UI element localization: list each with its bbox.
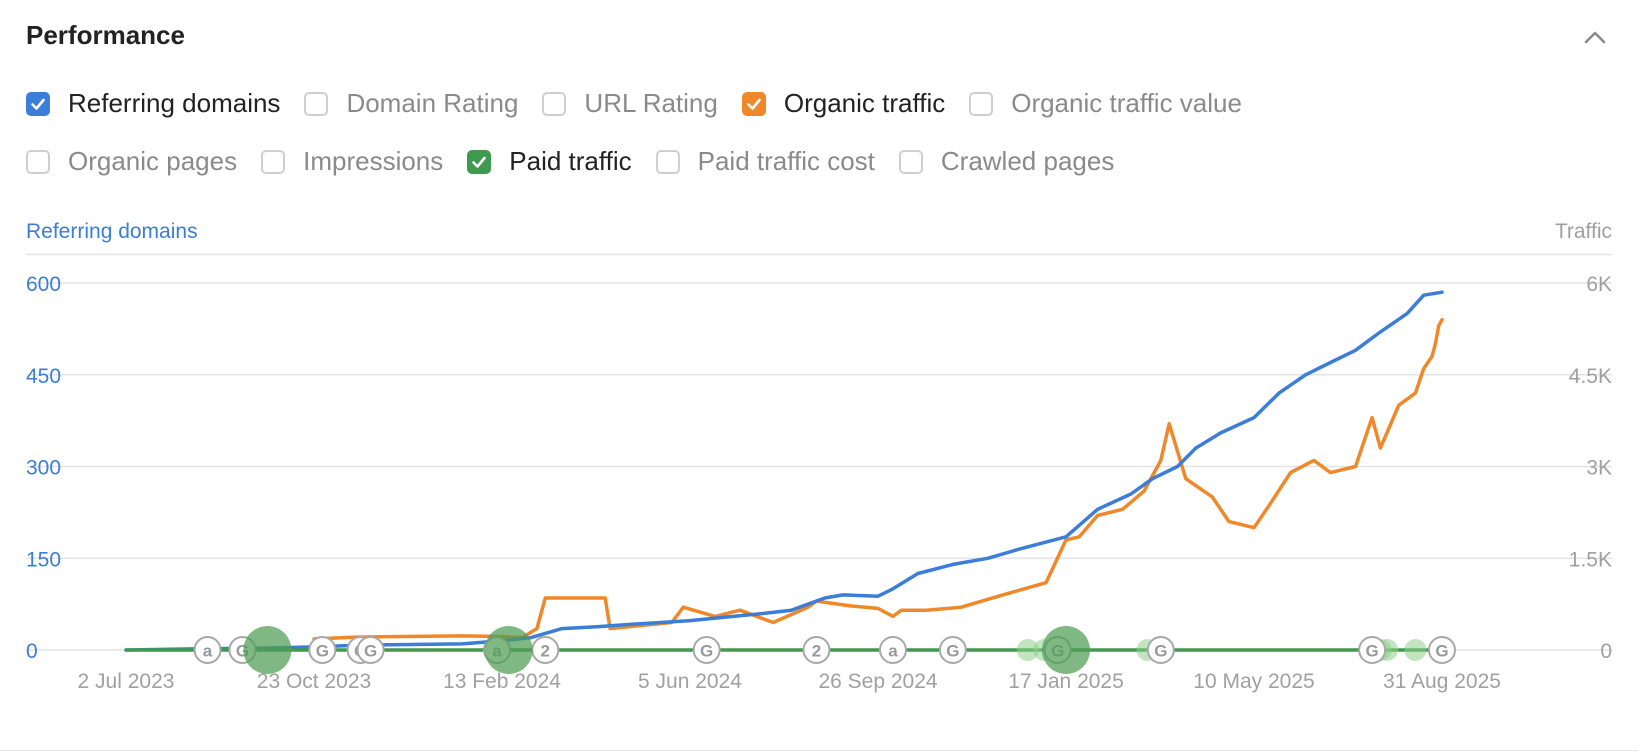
metric-option-label: Organic pages <box>68 146 238 176</box>
metric-option-paid-traffic-cost[interactable]: Paid traffic cost <box>655 146 875 177</box>
checkbox-unchecked[interactable] <box>261 149 286 174</box>
metric-option-referring-domains[interactable]: Referring domains <box>26 88 280 119</box>
checkbox-checked[interactable] <box>741 91 766 116</box>
annotation-marker-label: G <box>316 642 329 661</box>
left-axis-tick: 600 <box>26 273 61 296</box>
annotation-marker-label: G <box>700 642 713 661</box>
checkbox-unchecked[interactable] <box>304 91 329 116</box>
x-axis-tick: 26 Sep 2024 <box>818 670 937 693</box>
x-axis-tick: 2 Jul 2023 <box>78 670 175 693</box>
checkbox-unchecked[interactable] <box>898 149 923 174</box>
annotation-marker <box>356 636 385 664</box>
x-axis-tick: 5 Jun 2024 <box>638 670 742 693</box>
paid-event-marker-large <box>243 626 292 674</box>
annotation-marker-label: a <box>888 642 898 661</box>
right-axis-tick: 6K <box>1586 273 1612 296</box>
left-axis-tick: 450 <box>26 365 61 388</box>
checkbox-checked[interactable] <box>26 91 50 116</box>
x-axis-tick: 13 Feb 2024 <box>443 670 561 693</box>
annotation-marker <box>1146 636 1175 664</box>
metric-option-crawled-pages[interactable]: Crawled pages <box>898 146 1115 177</box>
metric-option-label: Referring domains <box>68 88 281 118</box>
performance-chart: 600 6K 450 4.5K 300 3K 150 1.5K 0 0 2 Jul 2023 23 O… <box>26 253 1612 693</box>
checkmark-icon <box>747 98 761 110</box>
annotation-marker <box>193 636 222 664</box>
left-axis-tick: 300 <box>26 457 61 480</box>
metric-option-url-rating[interactable]: URL Rating <box>542 88 718 119</box>
annotation-marker <box>1358 636 1387 664</box>
checkbox-checked[interactable] <box>467 149 492 174</box>
metric-option-label: Crawled pages <box>940 146 1115 176</box>
left-axis-tick: 0 <box>26 640 38 663</box>
annotation-marker <box>802 636 831 664</box>
annotation-marker-label: G <box>364 642 377 661</box>
right-axis-tick: 1.5K <box>1569 548 1612 571</box>
right-axis-tick: 0 <box>1600 640 1612 663</box>
x-axis-tick: 31 Aug 2025 <box>1383 670 1501 693</box>
x-axis-tick: 17 Jan 2025 <box>1008 670 1124 693</box>
annotation-marker <box>878 636 907 664</box>
checkbox-unchecked[interactable] <box>542 91 567 116</box>
annotation-marker-label: a <box>203 642 213 661</box>
checkbox-unchecked[interactable] <box>969 91 994 116</box>
metric-option-organic-pages[interactable]: Organic pages <box>26 146 237 177</box>
annotation-marker-label: 2 <box>541 642 550 661</box>
paid-event-marker-large <box>484 626 533 674</box>
chevron-up-icon <box>1584 31 1606 44</box>
metric-option-label: Domain Rating <box>346 88 519 118</box>
bottom-divider <box>0 750 1638 751</box>
left-axis-title: Referring domains <box>26 220 198 243</box>
metric-option-organic-traffic[interactable]: Organic traffic <box>741 88 946 119</box>
metric-option-label: Impressions <box>303 146 444 176</box>
paid-event-marker-large <box>1042 626 1090 674</box>
checkmark-icon <box>472 156 487 168</box>
metric-option-label: Paid traffic <box>509 146 632 176</box>
annotation-marker-label: G <box>946 642 959 661</box>
annotation-marker-label: G <box>1154 642 1167 661</box>
right-axis-tick: 3K <box>1586 457 1612 480</box>
annotation-marker <box>1428 636 1456 664</box>
x-axis-tick: 10 May 2025 <box>1193 670 1314 693</box>
series-line-referring-domains <box>124 290 1444 652</box>
metric-options-row-1: Referring domains Domain Rating URL Rating… <box>26 88 1626 119</box>
checkbox-unchecked[interactable] <box>655 149 680 174</box>
checkmark-icon <box>31 98 45 110</box>
annotation-marker <box>938 636 967 664</box>
series-line-organic-traffic <box>312 317 1444 641</box>
metric-option-label: Paid traffic cost <box>697 146 875 176</box>
metric-option-label: Organic traffic <box>783 88 946 118</box>
metric-option-label: URL Rating <box>584 88 718 118</box>
metric-option-domain-rating[interactable]: Domain Rating <box>304 88 518 119</box>
checkbox-unchecked[interactable] <box>26 149 50 174</box>
x-axis-tick: 23 Oct 2023 <box>257 670 371 693</box>
annotation-marker-label: 2 <box>812 642 821 661</box>
metric-option-paid-traffic[interactable]: Paid traffic <box>467 146 632 177</box>
paid-event-marker <box>1404 639 1427 661</box>
metric-option-impressions[interactable]: Impressions <box>261 146 443 177</box>
annotation-marker <box>308 636 337 664</box>
collapse-button[interactable] <box>1578 22 1612 52</box>
paid-event-marker <box>1016 639 1039 661</box>
right-axis-title: Traffic <box>1554 220 1612 243</box>
annotation-marker-label: G <box>1366 642 1379 661</box>
section-title: Performance <box>26 20 185 50</box>
metric-options-row-2: Organic pages Impressions Paid traffic Paid… <box>26 146 1626 177</box>
annotation-marker-label: G <box>1435 642 1448 661</box>
metric-option-organic-traffic-value[interactable]: Organic traffic value <box>969 88 1242 119</box>
metric-option-label: Organic traffic value <box>1011 88 1242 118</box>
left-axis-tick: 150 <box>26 548 61 571</box>
annotation-marker <box>692 636 721 664</box>
right-axis-tick: 4.5K <box>1569 365 1612 388</box>
